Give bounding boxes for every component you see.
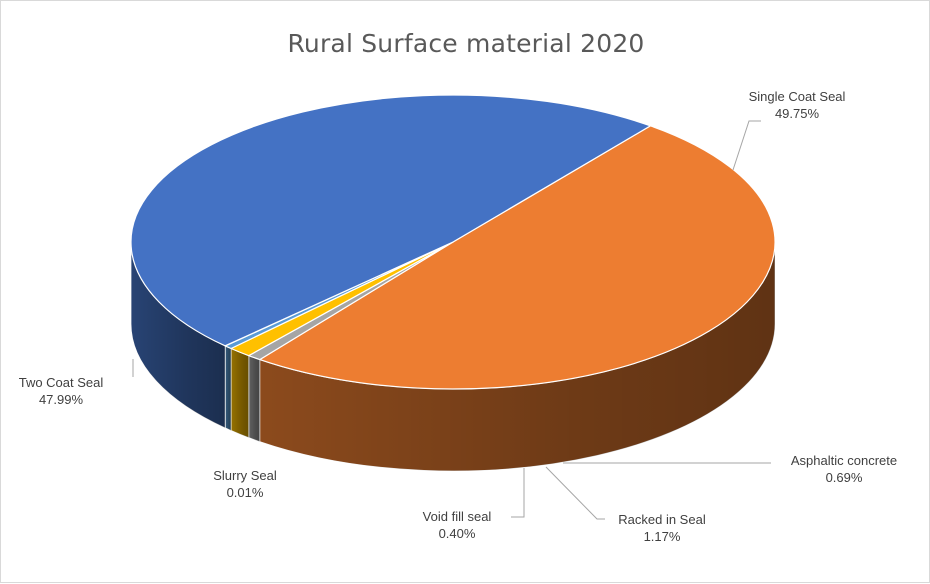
leader-void-fill-seal: [511, 468, 524, 517]
label-slurry-seal: Slurry Seal: [213, 468, 277, 483]
leader-single-coat-seal: [733, 121, 761, 170]
value-single-coat-seal: 49.75%: [775, 106, 820, 121]
label-racked-in-seal: Racked in Seal: [618, 512, 706, 527]
label-single-coat-seal: Single Coat Seal: [749, 89, 846, 104]
label-asphaltic-concrete: Asphaltic concrete: [791, 453, 897, 468]
value-asphaltic-concrete: 0.69%: [826, 470, 863, 485]
label-void-fill-seal: Void fill seal: [423, 509, 492, 524]
side-void-fill-seal-shade: [225, 346, 231, 431]
side-asphaltic-concrete-shade: [249, 356, 260, 442]
leader-racked-in-seal: [546, 467, 605, 519]
label-two-coat-seal: Two Coat Seal: [19, 375, 104, 390]
pie-tops: [131, 95, 775, 389]
value-two-coat-seal: 47.99%: [39, 392, 84, 407]
side-racked-in-seal-shade: [231, 348, 249, 437]
value-void-fill-seal: 0.40%: [439, 526, 476, 541]
value-slurry-seal: 0.01%: [227, 485, 264, 500]
value-racked-in-seal: 1.17%: [644, 529, 681, 544]
